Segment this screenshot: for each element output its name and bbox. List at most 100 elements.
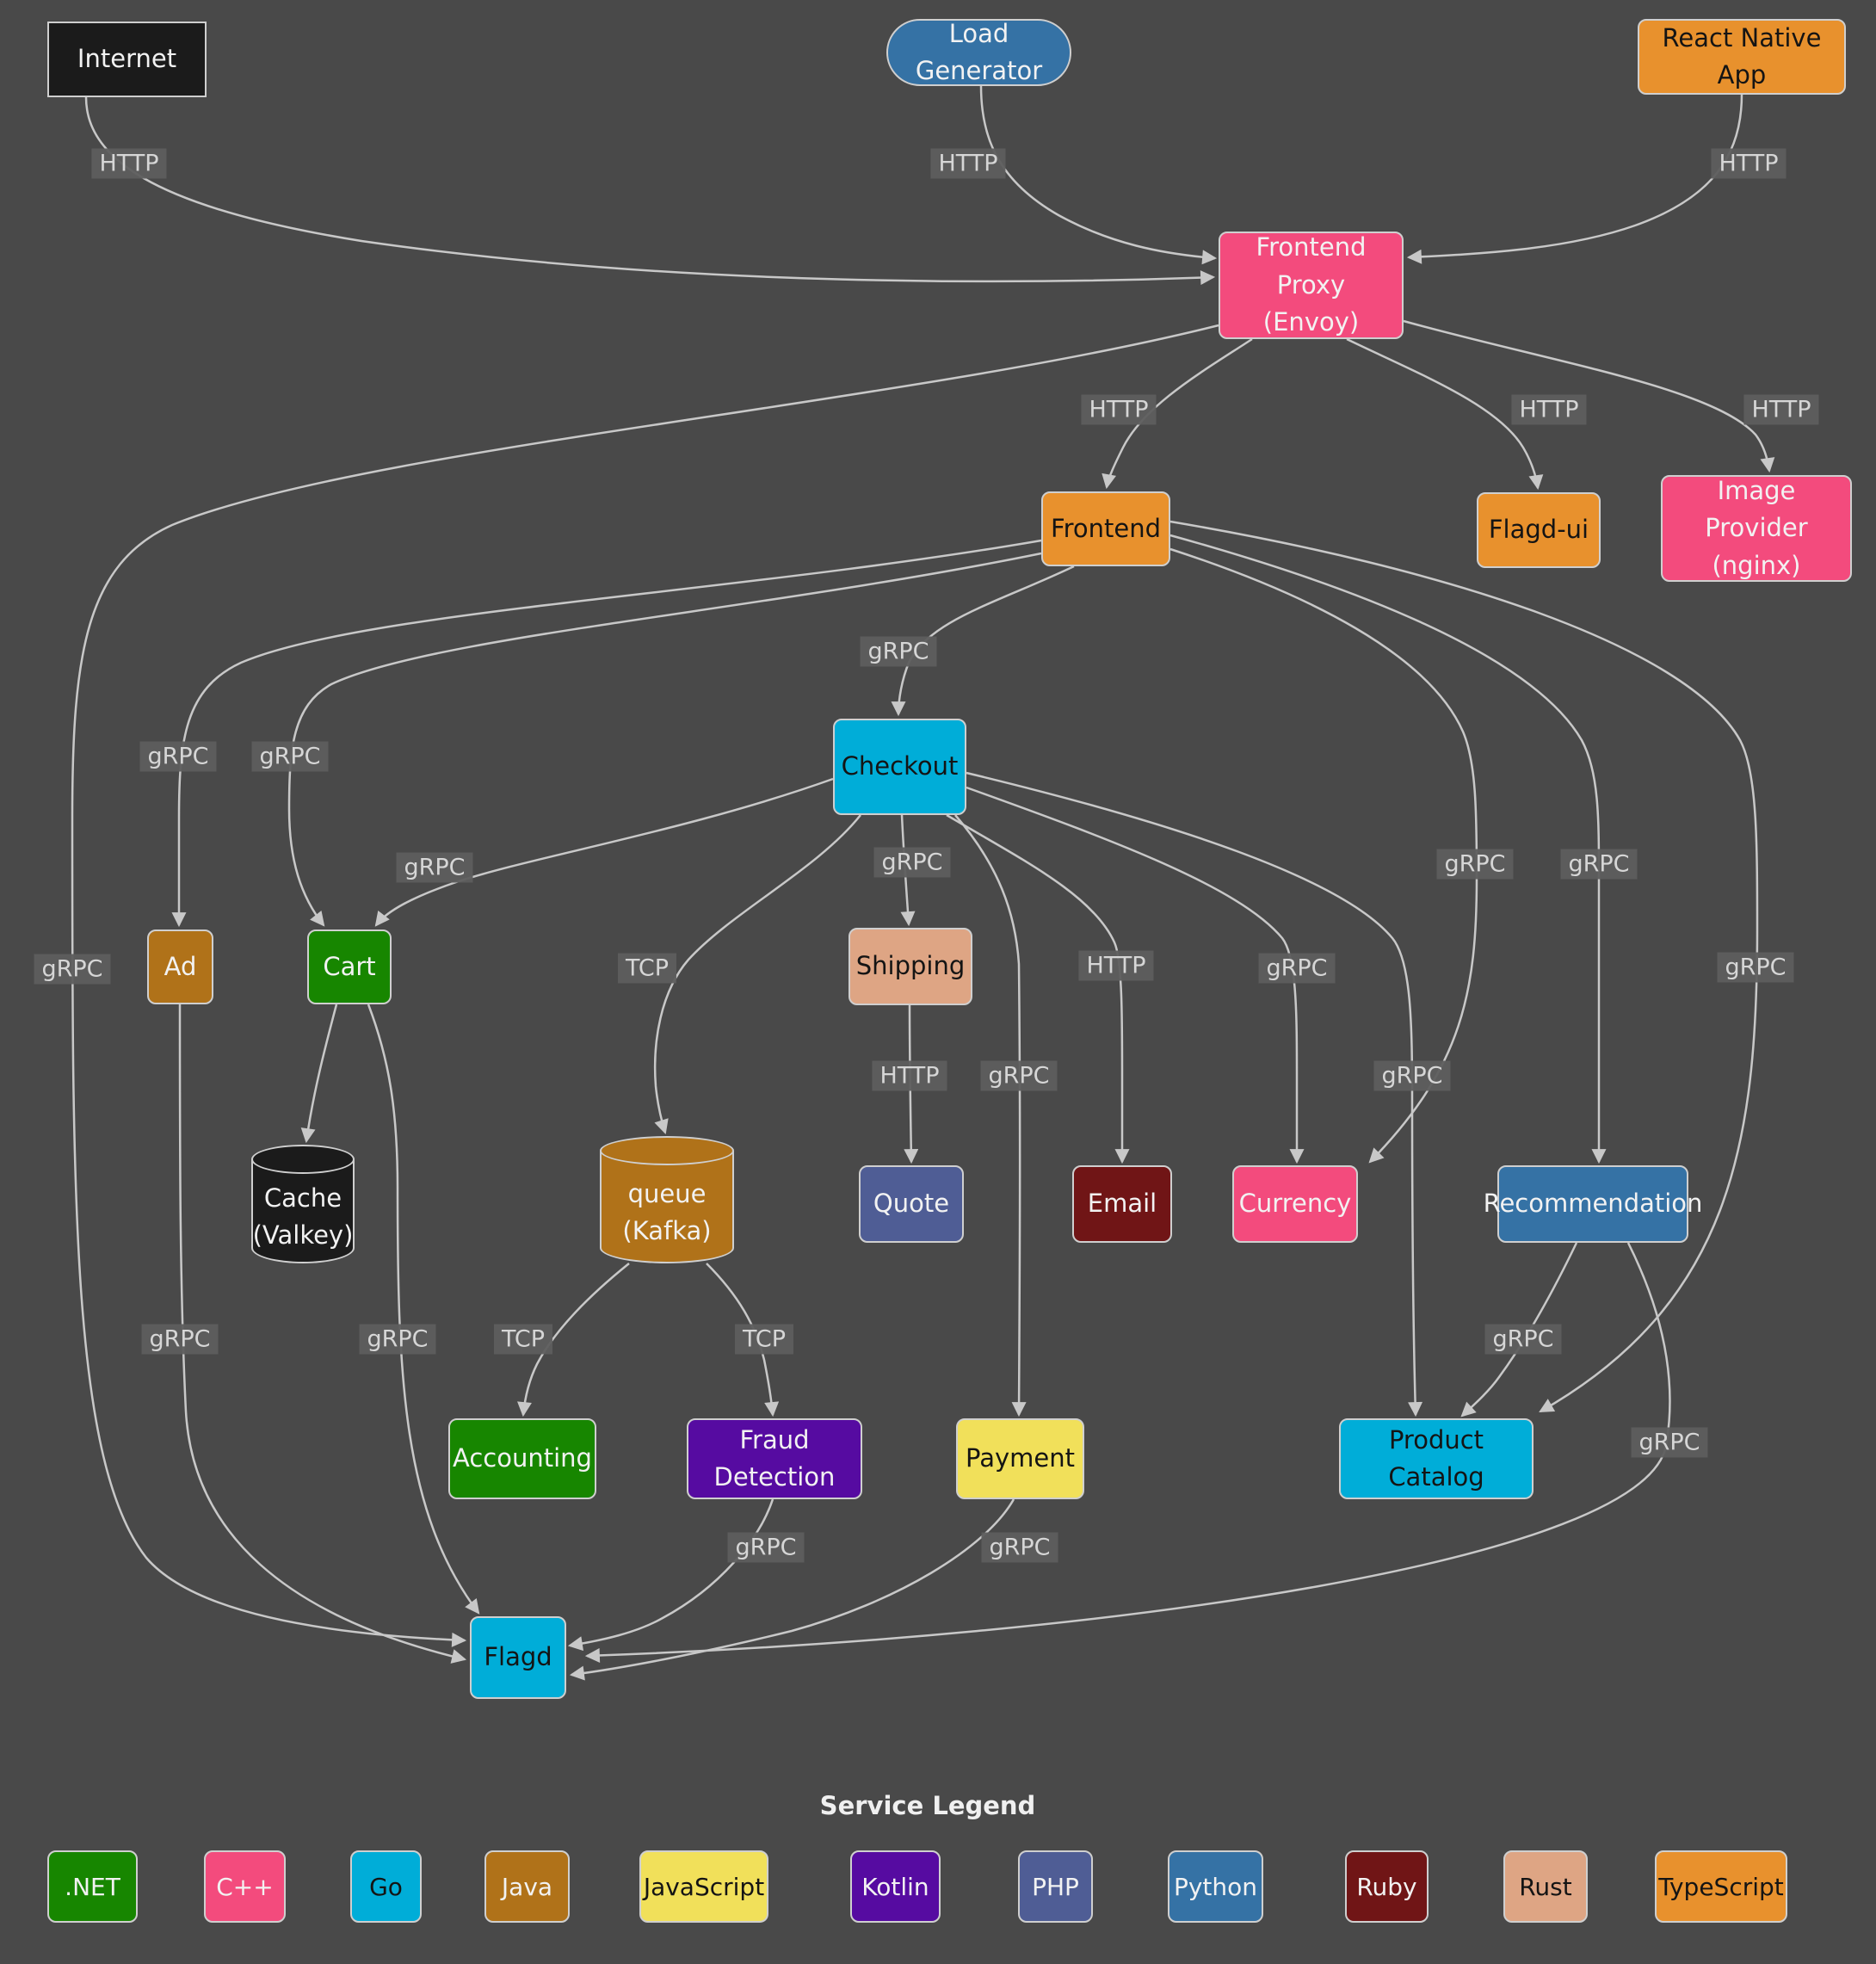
edge-label-frontend-proxy-to-flagd: gRPC <box>34 954 111 985</box>
legend-item-javascript: JavaScript <box>639 1850 768 1923</box>
node-email: Email <box>1072 1165 1172 1243</box>
edge-label-checkout-to-product-catalog: gRPC <box>1373 1060 1451 1091</box>
edge-label-shipping-to-quote: HTTP <box>872 1060 947 1091</box>
edge-label-checkout-to-email: HTTP <box>1078 950 1154 981</box>
edge-cart-to-flagd <box>367 1004 480 1615</box>
edge-frontend-to-ad <box>171 539 1042 928</box>
edge-checkout-to-email <box>946 813 1130 1164</box>
node-frontend-label-line: Frontend <box>1051 513 1161 543</box>
edge-payment-to-flagd <box>569 1498 1015 1681</box>
edge-label-ad-to-flagd: gRPC <box>141 1324 219 1355</box>
node-accounting: Accounting <box>448 1418 596 1499</box>
legend-item-rust: Rust <box>1503 1850 1588 1923</box>
node-flagd-label-line: Flagd <box>484 1642 552 1672</box>
edge-queue-to-fraud-detection <box>706 1263 780 1417</box>
node-quote: Quote <box>859 1165 964 1243</box>
edge-label-internet-to-frontend-proxy: HTTP <box>91 148 167 179</box>
node-queue: queue (Kafka) <box>600 1136 734 1263</box>
edge-label-frontend-to-product-catalog: gRPC <box>1717 952 1794 983</box>
node-queue-label-line: queue <box>627 1178 707 1208</box>
edge-label-frontend-proxy-to-image-provider: HTTP <box>1743 394 1819 425</box>
edge-label-frontend-to-recommendation: gRPC <box>1560 849 1638 880</box>
node-flagd-ui-label-line: Flagd-ui <box>1488 515 1589 545</box>
edge-load-generator-to-frontend-proxy <box>979 85 1218 265</box>
edge-label-checkout-to-queue: TCP <box>617 953 677 984</box>
node-payment: Payment <box>956 1418 1084 1499</box>
edge-checkout-to-product-catalog <box>966 771 1423 1417</box>
legend-item-c-: C++ <box>204 1850 286 1923</box>
node-product-catalog-label-line: Product Catalog <box>1388 1424 1484 1492</box>
node-cache-label-line: (Valkey) <box>252 1220 354 1250</box>
edge-checkout-to-queue <box>653 814 861 1135</box>
edge-checkout-to-cart <box>374 777 834 927</box>
edge-label-queue-to-accounting: TCP <box>493 1324 553 1355</box>
edge-label-frontend-to-currency: gRPC <box>1436 849 1514 880</box>
edge-label-fraud-detection-to-flagd: gRPC <box>727 1532 805 1563</box>
edge-label-cart-to-flagd: gRPC <box>359 1324 436 1355</box>
edge-label-frontend-proxy-to-flagd-ui: HTTP <box>1511 394 1587 425</box>
edge-label-load-generator-to-frontend-proxy: HTTP <box>930 148 1006 179</box>
node-image-provider-label-line: Image Provider <box>1705 475 1808 543</box>
node-flagd: Flagd <box>470 1616 566 1699</box>
node-queue-cylinder-top <box>600 1136 734 1165</box>
node-product-catalog: Product Catalog <box>1339 1418 1534 1499</box>
edge-label-react-native-app-to-frontend-proxy: HTTP <box>1711 148 1787 179</box>
node-cart: Cart <box>307 930 392 1004</box>
edge-label-recommendation-to-product-catalog: gRPC <box>1484 1324 1562 1355</box>
edge-label-checkout-to-cart: gRPC <box>396 852 473 883</box>
edge-frontend-proxy-to-flagd <box>71 324 1219 1647</box>
node-currency: Currency <box>1232 1165 1358 1243</box>
legend-item-php: PHP <box>1018 1850 1093 1923</box>
edge-frontend-to-cart <box>287 552 1042 927</box>
node-email-label-line: Email <box>1087 1189 1157 1219</box>
edge-frontend-to-recommendation <box>1169 534 1607 1164</box>
legend-item-python: Python <box>1168 1850 1263 1923</box>
edge-label-queue-to-fraud-detection: TCP <box>734 1324 794 1355</box>
edge-frontend-to-currency <box>1169 547 1478 1164</box>
node-flagd-ui: Flagd-ui <box>1477 492 1601 568</box>
node-frontend-proxy: Frontend Proxy (Envoy) <box>1219 232 1404 339</box>
edge-cart-to-cache <box>300 1004 338 1144</box>
edge-frontend-proxy-to-image-provider <box>1403 319 1775 473</box>
node-cache-label-line: Cache <box>263 1183 342 1213</box>
edge-checkout-to-payment <box>954 814 1027 1417</box>
node-fraud-detection: Fraud Detection <box>687 1418 862 1499</box>
edge-label-payment-to-flagd: gRPC <box>981 1532 1058 1563</box>
node-image-provider-label-line: (nginx) <box>1712 550 1801 580</box>
edge-internet-to-frontend-proxy <box>84 96 1216 286</box>
legend-item-go: Go <box>350 1850 422 1923</box>
node-cart-label-line: Cart <box>323 951 376 981</box>
edge-ad-to-flagd <box>178 1004 467 1664</box>
node-fraud-detection-label-line: Fraud Detection <box>713 1424 836 1492</box>
node-react-native-app: React Native App <box>1638 19 1846 95</box>
edge-frontend-to-product-catalog <box>1169 520 1759 1413</box>
node-queue-cylinder-body <box>600 1151 734 1263</box>
legend-item-java: Java <box>484 1850 570 1923</box>
edge-label-recommendation-to-flagd: gRPC <box>1631 1427 1708 1458</box>
node-shipping-label-line: Shipping <box>855 951 966 981</box>
edge-label-frontend-to-ad: gRPC <box>139 741 217 772</box>
node-payment-label-line: Payment <box>966 1443 1075 1473</box>
edge-frontend-proxy-to-frontend <box>1102 337 1253 490</box>
node-cache-cylinder-top <box>251 1145 355 1174</box>
edge-label-checkout-to-currency: gRPC <box>1258 953 1336 984</box>
edge-label-frontend-to-cart: gRPC <box>251 741 329 772</box>
node-currency-label-line: Currency <box>1238 1189 1352 1219</box>
node-quote-label-line: Quote <box>873 1189 950 1219</box>
node-cache-cylinder-body <box>251 1159 355 1263</box>
node-ad: Ad <box>147 930 213 1004</box>
edge-recommendation-to-flagd <box>584 1242 1671 1663</box>
node-recommendation-label-line: Recommendation <box>1483 1189 1703 1219</box>
node-ad-label-line: Ad <box>164 951 197 981</box>
legend-item-ruby: Ruby <box>1345 1850 1429 1923</box>
edge-checkout-to-currency <box>966 786 1305 1164</box>
node-accounting-label-line: Accounting <box>453 1443 592 1473</box>
node-frontend-proxy-label-line: Frontend Proxy <box>1256 232 1367 300</box>
node-cache: Cache (Valkey) <box>251 1145 355 1263</box>
node-react-native-app-label-line: React Native App <box>1662 22 1822 90</box>
legend-title: Service Legend <box>819 1791 1036 1820</box>
edge-fraud-detection-to-flagd <box>567 1498 774 1652</box>
node-internet: Internet <box>47 22 207 97</box>
